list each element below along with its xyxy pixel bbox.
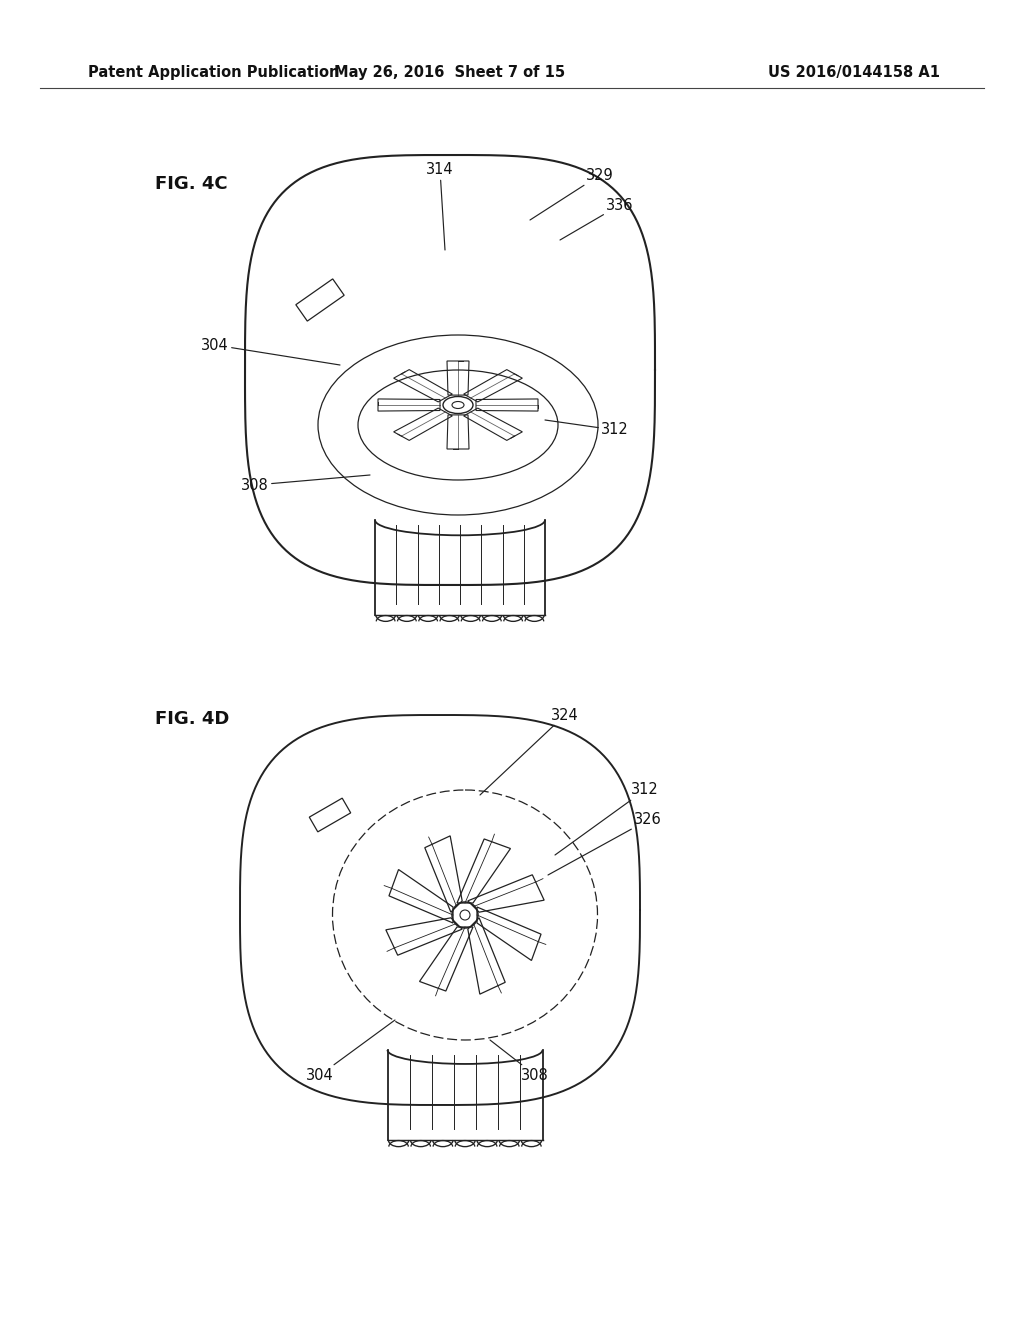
Text: 308: 308 <box>241 475 370 492</box>
Text: 312: 312 <box>555 783 658 855</box>
Text: US 2016/0144158 A1: US 2016/0144158 A1 <box>768 65 940 79</box>
Text: 329: 329 <box>530 168 613 220</box>
Text: 312: 312 <box>545 420 629 437</box>
Text: 326: 326 <box>548 813 662 875</box>
Text: 314: 314 <box>426 162 454 249</box>
Text: FIG. 4D: FIG. 4D <box>155 710 229 729</box>
Text: 336: 336 <box>560 198 634 240</box>
Text: 324: 324 <box>480 708 579 795</box>
Text: Patent Application Publication: Patent Application Publication <box>88 65 340 79</box>
Text: May 26, 2016  Sheet 7 of 15: May 26, 2016 Sheet 7 of 15 <box>335 65 565 79</box>
Text: 304: 304 <box>306 1020 395 1082</box>
Text: 304: 304 <box>201 338 340 366</box>
Text: FIG. 4C: FIG. 4C <box>155 176 227 193</box>
Text: 308: 308 <box>490 1040 549 1082</box>
